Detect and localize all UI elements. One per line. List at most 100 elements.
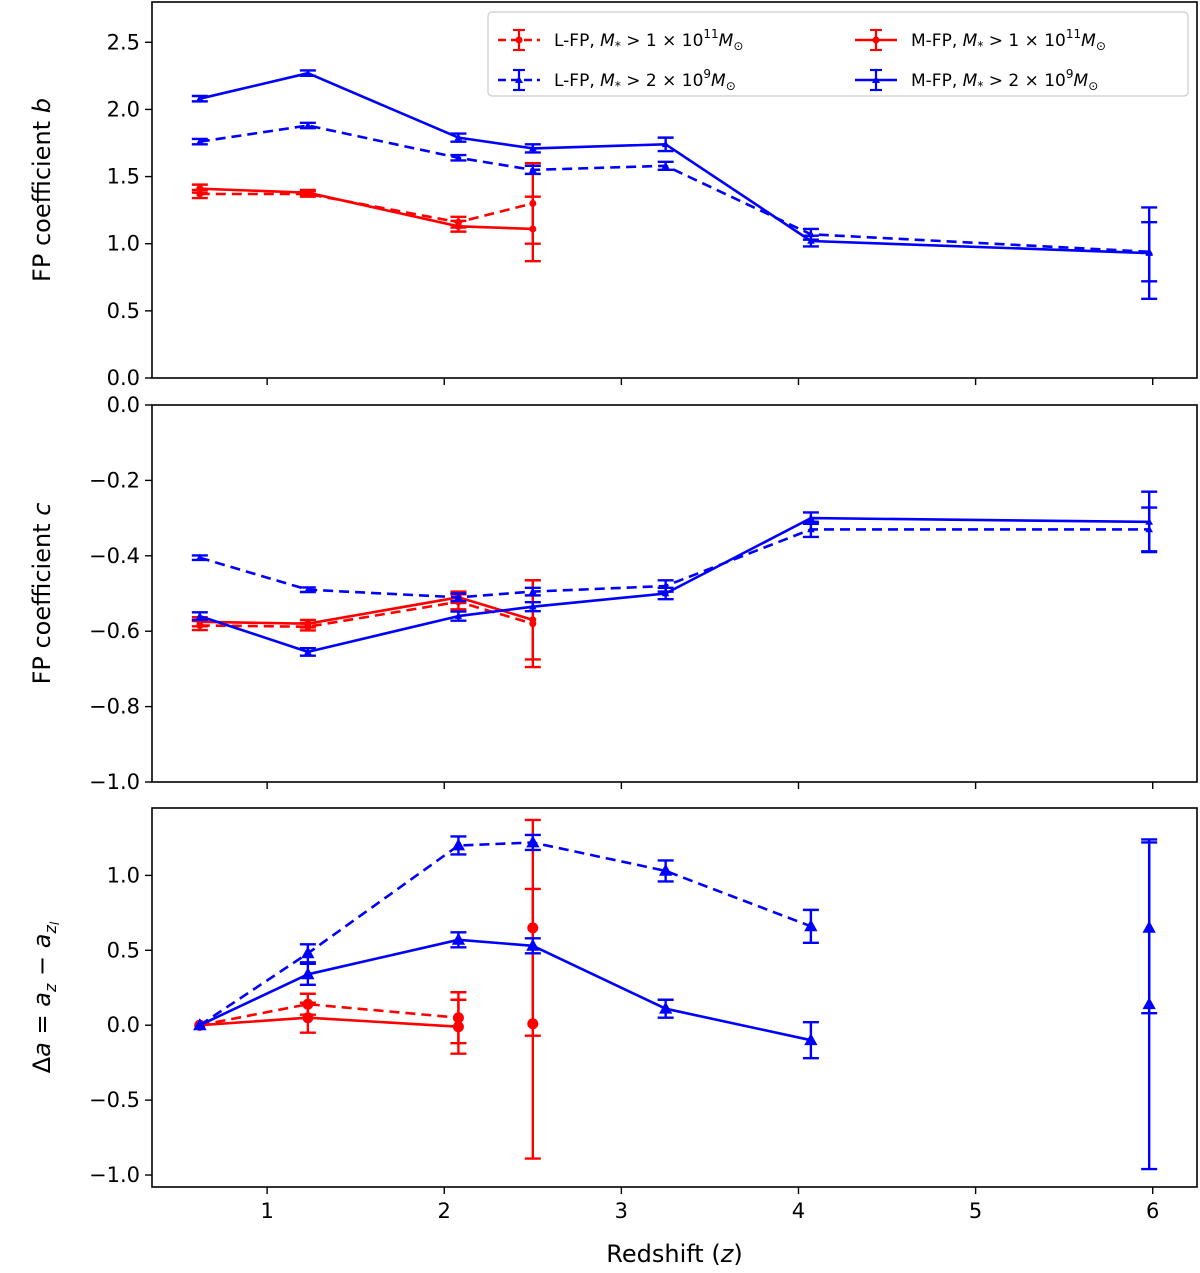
middle-ytick-label: −0.2 bbox=[89, 468, 140, 492]
bottom-series-lfp_low bbox=[193, 833, 819, 1031]
legend-label-mfp_high: M-FP, M* > 1 × 1011M⊙ bbox=[911, 27, 1106, 53]
middle-point-mfp_low bbox=[196, 612, 204, 619]
top-panel-frame bbox=[151, 1, 1198, 379]
top-point-lfp_low bbox=[454, 153, 463, 161]
bottom-series-mfp_low bbox=[193, 931, 819, 1060]
top-point-lfp_low bbox=[196, 137, 204, 145]
bottom-xlabel: Redshift (z) bbox=[606, 1240, 742, 1268]
middle-ytick-label: −0.4 bbox=[89, 544, 140, 568]
bottom-xtick-label: 6 bbox=[1146, 1199, 1159, 1223]
middle-point-mfp_low bbox=[529, 602, 537, 610]
top-point-mfp_low bbox=[454, 133, 463, 141]
top-point-lfp_low bbox=[529, 165, 537, 173]
top-point-mfp_low bbox=[529, 144, 537, 152]
bottom-panel: −1.0 −0.5 0.0 0.5 1.0 1 2 3 4 5 6 Δa = az − azl Reds… bbox=[28, 807, 1198, 1268]
bottom-xtick-label: 4 bbox=[792, 1199, 805, 1223]
bottom-xtick-label: 3 bbox=[615, 1199, 628, 1223]
bottom-series-mfp_high bbox=[194, 998, 467, 1055]
middle-ytick-label: −1.0 bbox=[89, 770, 140, 794]
top-line-mfp_high bbox=[199, 187, 533, 231]
bottom-panel-frame bbox=[151, 807, 1198, 1188]
bottom-point-lfp_low bbox=[451, 838, 466, 851]
bottom-point-mfp_high_isolated bbox=[527, 1018, 539, 1030]
legend-entry-mfp_low: M-FP, M* > 2 × 109M⊙ bbox=[855, 67, 1098, 93]
top-point-lfp_low bbox=[661, 161, 670, 169]
middle-point-mfp_low bbox=[454, 612, 463, 619]
bottom-ytick-label: −1.0 bbox=[89, 1163, 140, 1187]
middle-point-lfp_low bbox=[196, 553, 204, 561]
bottom-point-lfp_low bbox=[526, 835, 540, 848]
middle-point-mfp_low bbox=[304, 647, 312, 655]
bottom-line-lfp_low bbox=[199, 841, 812, 1027]
legend-label-lfp_low: L-FP, M* > 2 × 109M⊙ bbox=[554, 67, 736, 93]
legend-label-lfp_high: L-FP, M* > 1 × 1011M⊙ bbox=[554, 27, 743, 53]
middle-point-mfp_high bbox=[304, 620, 312, 628]
top-data bbox=[191, 69, 1158, 300]
bottom-xtick-label: 1 bbox=[260, 1199, 273, 1223]
middle-ylabel: FP coefficient c bbox=[28, 503, 56, 685]
bottom-ytick-label: 0.0 bbox=[107, 1013, 140, 1037]
top-ytick-label: 2.5 bbox=[107, 30, 140, 54]
bottom-ylabel: Δa = az − azl bbox=[28, 921, 62, 1073]
middle-panel-frame bbox=[151, 404, 1198, 783]
top-ytick-label: 1.5 bbox=[107, 165, 140, 189]
top-line-lfp_high bbox=[199, 192, 534, 224]
middle-data bbox=[191, 490, 1158, 669]
middle-point-mfp_low bbox=[1145, 517, 1153, 525]
bottom-series-mfp_high_isolated bbox=[524, 887, 541, 1160]
legend-entry-lfp_high: L-FP, M* > 1 × 1011M⊙ bbox=[498, 27, 743, 53]
bottom-xtick-label: 5 bbox=[969, 1199, 982, 1223]
bottom-point-mfp_low bbox=[526, 938, 540, 951]
bottom-point-mfp_low bbox=[193, 1018, 207, 1031]
bottom-point-mfp_low bbox=[804, 1033, 818, 1046]
bottom-ytick-label: −0.5 bbox=[89, 1088, 140, 1112]
bottom-point-lfp_low bbox=[301, 946, 315, 959]
middle-point-mfp_low bbox=[661, 589, 670, 597]
bottom-point-mfp_low bbox=[301, 967, 315, 980]
legend: L-FP, M* > 1 × 1011M⊙ L-FP, M* > 2 × 109M… bbox=[487, 11, 1189, 97]
middle-point-lfp_low bbox=[304, 585, 312, 593]
middle-point-lfp_low bbox=[454, 593, 463, 601]
bottom-point-mfp_high bbox=[302, 1012, 314, 1024]
middle-ytick-label: −0.6 bbox=[89, 619, 140, 643]
bottom-ytick-label: 1.0 bbox=[107, 863, 140, 887]
legend-marker bbox=[872, 76, 880, 83]
middle-series-mfp_low bbox=[191, 490, 1158, 657]
bottom-ytick-label: 0.5 bbox=[107, 938, 140, 962]
middle-panel: −1.0 −0.8 −0.6 −0.4 −0.2 0.0 FP coefficient c bbox=[28, 393, 1198, 794]
middle-line-lfp_high bbox=[199, 600, 534, 629]
bottom-line-lfp_high bbox=[199, 1002, 459, 1027]
top-point-mfp_low bbox=[661, 140, 670, 148]
top-point-mfp_low bbox=[304, 69, 312, 76]
top-series-mfp_high bbox=[191, 183, 541, 263]
bottom-line-mfp_low bbox=[199, 938, 812, 1042]
top-point-mfp_high bbox=[454, 222, 462, 230]
bottom-point-lfp_low bbox=[659, 863, 673, 876]
bottom-point-mfp_high bbox=[452, 1021, 464, 1033]
top-point-mfp_high bbox=[196, 185, 204, 193]
legend-marker bbox=[515, 76, 523, 83]
top-ylabel: FP coefficient b bbox=[28, 98, 56, 282]
top-point-mfp_low bbox=[807, 237, 815, 244]
middle-point-mfp_high bbox=[529, 616, 537, 624]
middle-point-lfp_low bbox=[529, 587, 537, 595]
top-ytick-label: 2.0 bbox=[107, 97, 140, 121]
bottom-point-mfp_low_isolated bbox=[1142, 997, 1156, 1010]
top-point-mfp_high bbox=[304, 189, 312, 197]
middle-line-mfp_high bbox=[199, 595, 534, 626]
top-point-mfp_high bbox=[529, 225, 537, 233]
legend-box bbox=[487, 11, 1189, 97]
middle-point-lfp_low bbox=[807, 525, 815, 533]
legend-label-mfp_low: M-FP, M* > 2 × 109M⊙ bbox=[911, 67, 1098, 93]
legend-entry-mfp_high: M-FP, M* > 1 × 1011M⊙ bbox=[855, 27, 1106, 53]
top-panel: 0.0 0.5 1.0 1.5 2.0 2.5 FP coefficient b L-FP, … bbox=[28, 1, 1198, 390]
middle-ytick-label: 0.0 bbox=[107, 393, 140, 417]
middle-point-mfp_low bbox=[807, 514, 815, 521]
top-ytick-label: 0.5 bbox=[107, 299, 140, 323]
top-ytick-label: 1.0 bbox=[107, 232, 140, 256]
top-series-mfp_low bbox=[191, 69, 1158, 300]
top-point-mfp_low bbox=[196, 94, 204, 102]
legend-marker bbox=[872, 36, 880, 44]
bottom-series-mfp_low_isolated bbox=[1141, 838, 1158, 1171]
